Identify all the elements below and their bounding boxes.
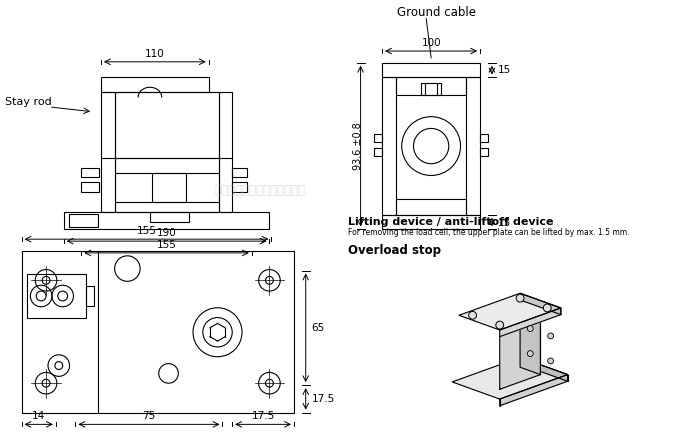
Bar bbox=[232, 167, 247, 178]
Bar bbox=[115, 92, 218, 212]
Circle shape bbox=[496, 321, 503, 329]
Polygon shape bbox=[459, 293, 561, 330]
Text: 17.5: 17.5 bbox=[312, 394, 335, 404]
Circle shape bbox=[516, 294, 524, 302]
Bar bbox=[396, 78, 466, 95]
Text: Overload stop: Overload stop bbox=[348, 244, 441, 257]
Circle shape bbox=[547, 333, 554, 339]
Bar bbox=[218, 92, 232, 212]
Text: 155: 155 bbox=[157, 240, 176, 250]
Polygon shape bbox=[500, 375, 568, 406]
Text: 155: 155 bbox=[136, 226, 156, 236]
Text: 14: 14 bbox=[32, 412, 46, 421]
Bar bbox=[480, 148, 488, 156]
Bar bbox=[69, 214, 98, 227]
Polygon shape bbox=[480, 307, 540, 329]
Polygon shape bbox=[500, 315, 540, 389]
Text: 15: 15 bbox=[498, 218, 511, 228]
Circle shape bbox=[527, 326, 533, 331]
Bar bbox=[64, 212, 270, 229]
Bar bbox=[396, 199, 466, 215]
Polygon shape bbox=[520, 307, 540, 375]
Bar bbox=[382, 63, 480, 78]
Polygon shape bbox=[520, 293, 561, 315]
Text: 93.6 ±0.8: 93.6 ±0.8 bbox=[353, 122, 363, 170]
Bar bbox=[382, 78, 396, 215]
Bar bbox=[232, 183, 247, 192]
Text: 110: 110 bbox=[145, 49, 164, 59]
Text: 15: 15 bbox=[498, 65, 511, 75]
Bar bbox=[374, 134, 382, 142]
Text: 75: 75 bbox=[142, 412, 155, 421]
Text: Stay rod: Stay rod bbox=[5, 97, 52, 107]
Bar bbox=[382, 215, 480, 229]
Bar bbox=[27, 274, 86, 318]
Text: 17.5: 17.5 bbox=[251, 412, 274, 421]
Circle shape bbox=[543, 304, 551, 312]
Circle shape bbox=[469, 311, 477, 319]
Text: Lifting device / anti-liftoff device: Lifting device / anti-liftoff device bbox=[348, 217, 553, 227]
Bar bbox=[466, 78, 480, 215]
Bar bbox=[81, 183, 99, 192]
Text: 100: 100 bbox=[421, 38, 441, 48]
Circle shape bbox=[527, 350, 533, 357]
Bar bbox=[81, 167, 99, 178]
Bar bbox=[374, 148, 382, 156]
Bar bbox=[152, 172, 186, 202]
Text: For removing the load cell, the upper plate can be lifted by max. 1.5 mm.: For removing the load cell, the upper pl… bbox=[348, 229, 629, 237]
Circle shape bbox=[547, 358, 554, 364]
Text: 65: 65 bbox=[312, 323, 325, 333]
Bar bbox=[22, 251, 294, 412]
Bar bbox=[101, 77, 209, 92]
Polygon shape bbox=[452, 358, 568, 399]
Text: 190: 190 bbox=[157, 228, 176, 238]
Bar bbox=[480, 134, 488, 142]
Polygon shape bbox=[520, 358, 568, 381]
Bar bbox=[150, 212, 189, 222]
Bar bbox=[421, 83, 441, 95]
Bar bbox=[101, 92, 115, 212]
Text: Ground cable: Ground cable bbox=[396, 6, 475, 19]
Text: 广州众鑫电动化科技有限公司: 广州众鑫电动化科技有限公司 bbox=[214, 184, 305, 197]
Bar bbox=[86, 286, 94, 306]
Polygon shape bbox=[500, 308, 561, 337]
